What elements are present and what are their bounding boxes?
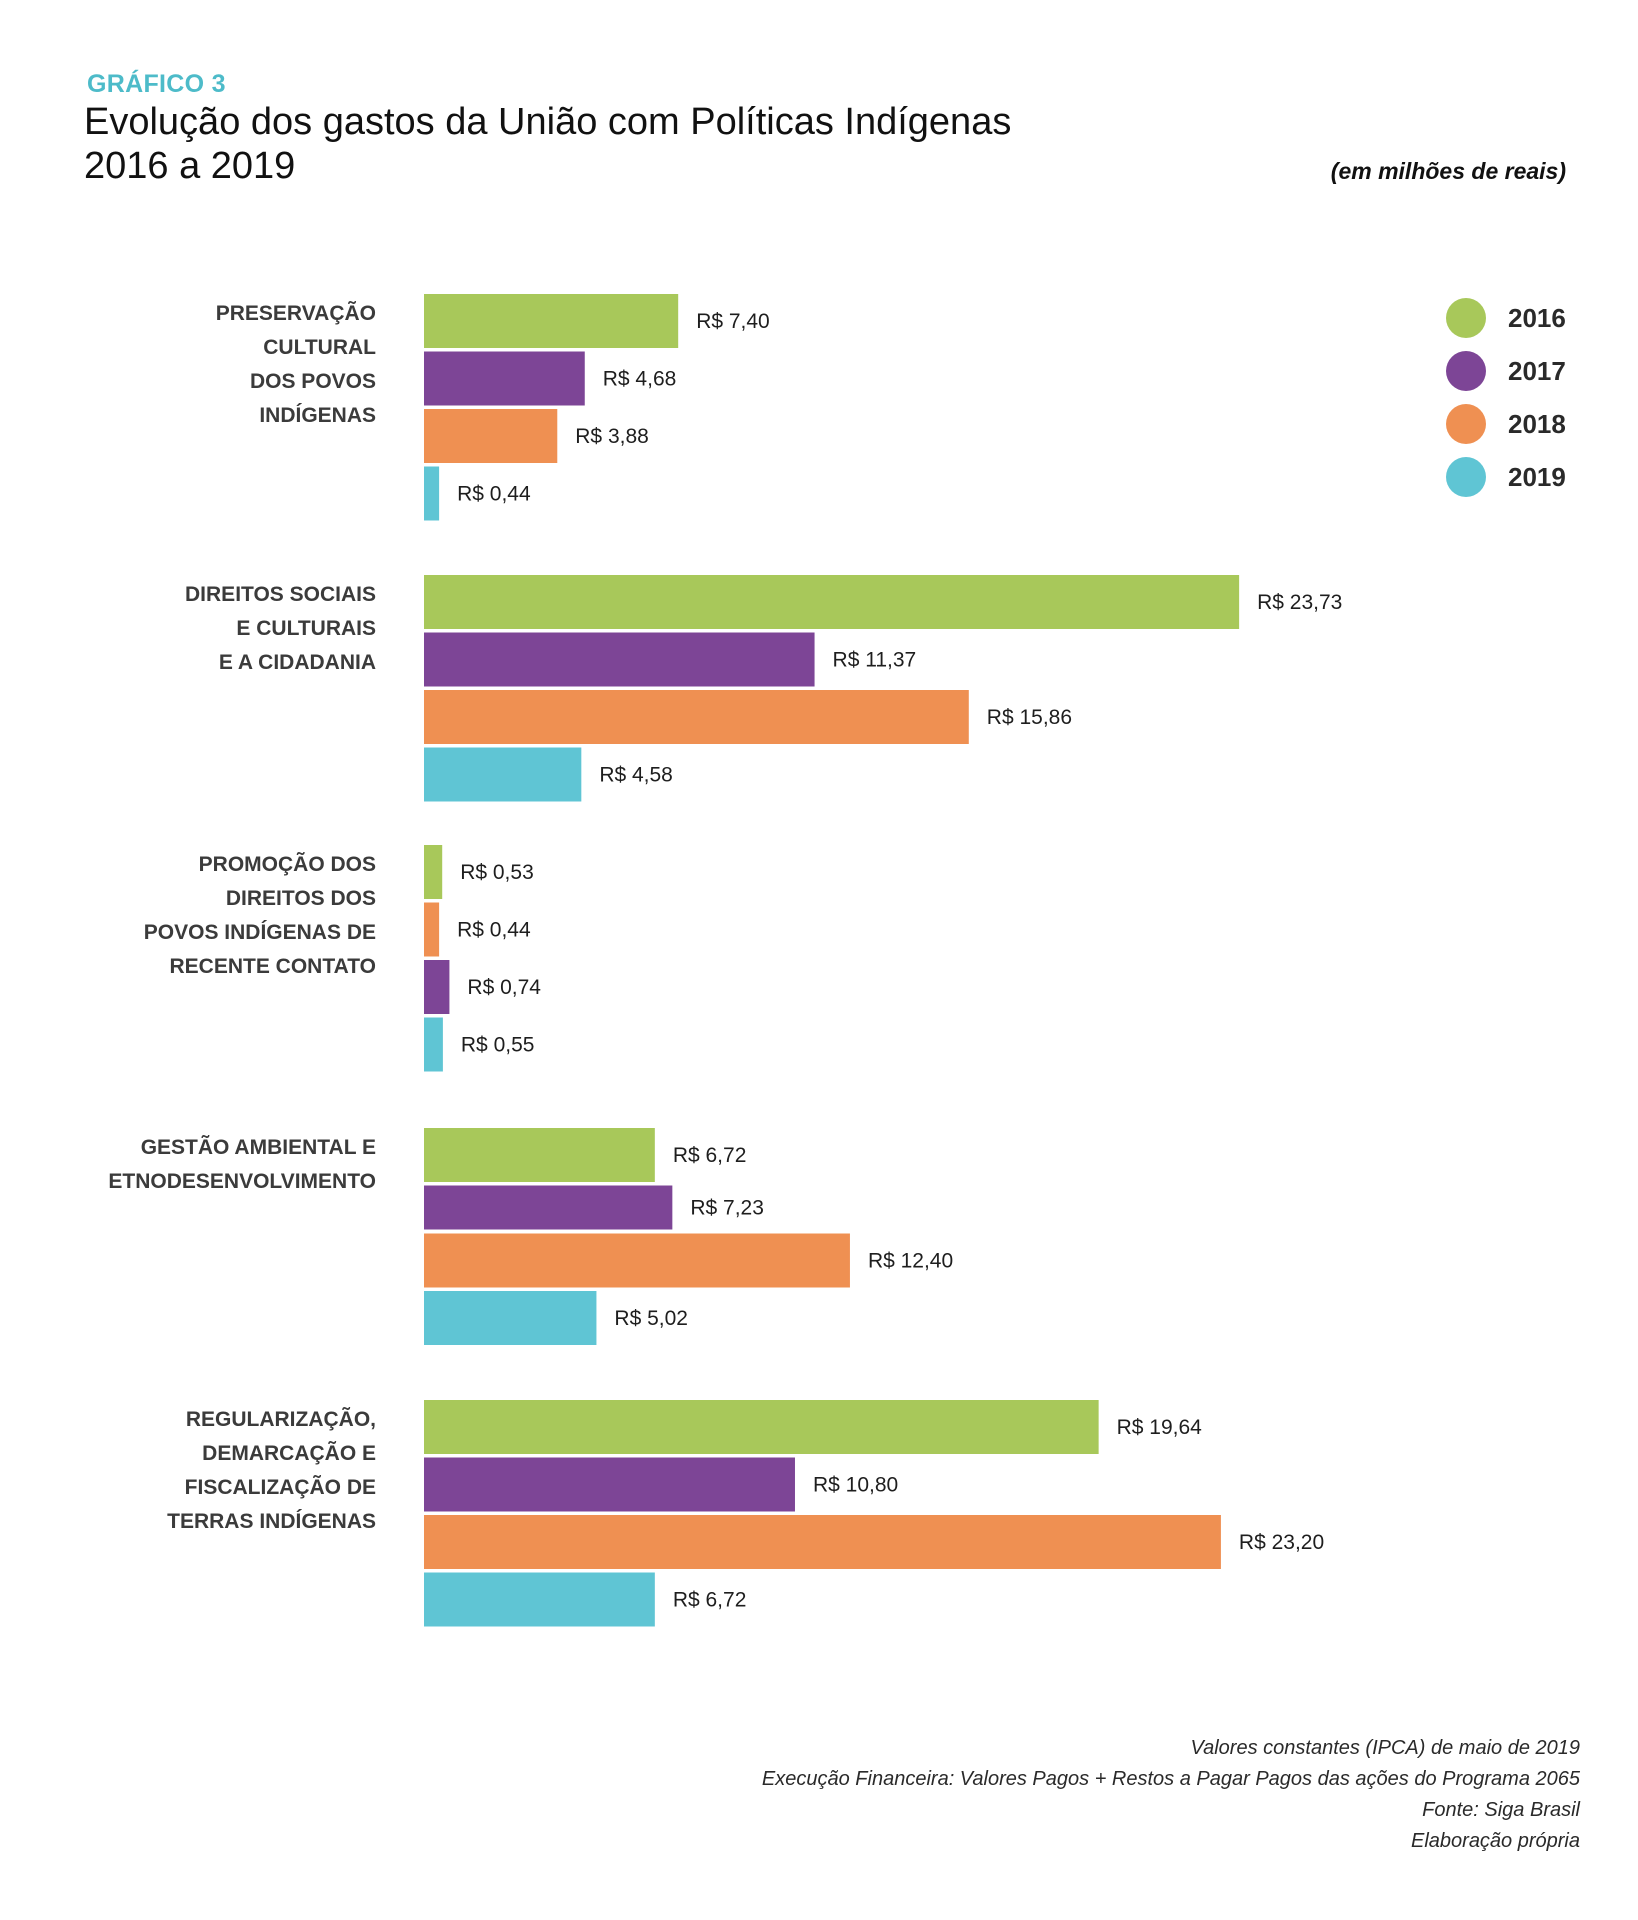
chart-title-line-2: 2016 a 2019: [84, 145, 296, 187]
bar-2019: [424, 466, 440, 521]
category-label: REGULARIZAÇÃO, DEMARCAÇÃO E FISCALIZAÇÃO D…: [167, 1408, 376, 1533]
category-group: PROMOÇÃO DOS DIREITOS DOS POVOS INDÍGENAS …: [144, 845, 541, 1072]
legend-label: 2016: [1508, 303, 1566, 333]
category-group: GESTÃO AMBIENTAL E ETNODESENVOLVIMENTO R$ …: [108, 1128, 953, 1345]
bar-2017: [424, 351, 585, 406]
legend-label: 2019: [1508, 462, 1566, 492]
bar-2018: [424, 1233, 850, 1288]
bar-2018: [424, 690, 969, 744]
bar-2017: [424, 632, 815, 687]
footnote-source: Fonte: Siga Brasil: [1422, 1799, 1580, 1821]
category-label-line: DEMARCAÇÃO E: [202, 1442, 376, 1465]
category-label-line: PRESERVAÇÃO: [216, 302, 376, 325]
category-label-line: DIREITOS SOCIAIS: [185, 583, 376, 606]
chart-title: Evolução dos gastos da União com Polític…: [84, 100, 1011, 188]
legend-item-2016: 2016: [1446, 298, 1566, 338]
value-label: R$ 4,58: [599, 764, 673, 787]
chart-title-line-1: Evolução dos gastos da União com Polític…: [84, 101, 1012, 143]
bar-2018: [424, 409, 558, 463]
value-label: R$ 11,37: [833, 649, 917, 672]
category-label: PRESERVAÇÃO CULTURAL DOS POVOS INDÍGENAS: [216, 302, 376, 427]
value-label: R$ 5,02: [614, 1307, 688, 1330]
category-group: REGULARIZAÇÃO, DEMARCAÇÃO E FISCALIZAÇÃO D…: [167, 1400, 1324, 1627]
category-label-line: DOS POVOS: [250, 370, 376, 393]
value-label: R$ 0,53: [460, 861, 534, 884]
legend-label: 2018: [1508, 409, 1566, 439]
bar-2018: [424, 902, 440, 957]
chart-footnotes: Valores constantes (IPCA) de maio de 201…: [762, 1733, 1580, 1857]
value-label: R$ 23,73: [1257, 591, 1342, 614]
bar-2016: [424, 845, 443, 899]
value-label: R$ 0,74: [467, 976, 541, 999]
value-label: R$ 12,40: [868, 1250, 953, 1273]
value-label: R$ 19,64: [1117, 1416, 1203, 1439]
legend-item-2017: 2017: [1446, 351, 1566, 391]
category-label: DIREITOS SOCIAIS E CULTURAIS E A CIDADANIA: [185, 583, 376, 674]
legend-swatch-2016: [1446, 298, 1486, 338]
value-label: R$ 10,80: [813, 1474, 898, 1497]
bar-2017: [424, 960, 450, 1014]
unit-note: (em milhões de reais): [1330, 158, 1566, 184]
category-label: GESTÃO AMBIENTAL E ETNODESENVOLVIMENTO: [108, 1136, 376, 1193]
legend-swatch-2019: [1446, 457, 1486, 497]
category-label-line: POVOS INDÍGENAS DE: [144, 921, 376, 944]
bar-2019: [424, 1572, 655, 1627]
category-group: DIREITOS SOCIAIS E CULTURAIS E A CIDADANIA…: [185, 575, 1342, 802]
value-label: R$ 6,72: [673, 1589, 747, 1612]
bar-2016: [424, 294, 679, 348]
category-label-line: E CULTURAIS: [236, 617, 376, 640]
category-label: PROMOÇÃO DOS DIREITOS DOS POVOS INDÍGENAS …: [144, 853, 376, 978]
legend: 2016 2017 2018 2019: [1446, 298, 1566, 497]
value-label: R$ 7,40: [696, 310, 770, 333]
value-label: R$ 6,72: [673, 1144, 747, 1167]
category-label-line: FISCALIZAÇÃO DE: [185, 1476, 376, 1499]
category-label-line: RECENTE CONTATO: [169, 955, 376, 978]
value-label: R$ 0,55: [461, 1034, 535, 1057]
legend-item-2019: 2019: [1446, 457, 1566, 497]
category-label-line: GESTÃO AMBIENTAL E: [141, 1136, 376, 1159]
value-label: R$ 7,23: [690, 1197, 764, 1220]
footnote-financial-execution: Execução Financeira: Valores Pagos + Res…: [761, 1768, 1580, 1790]
chart-groups: PRESERVAÇÃO CULTURAL DOS POVOS INDÍGENAS R$ …: [108, 294, 1342, 1627]
footnote-authorship: Elaboração própria: [1411, 1830, 1580, 1852]
legend-swatch-2018: [1446, 404, 1486, 444]
chart-number: GRÁFICO 3: [87, 70, 226, 98]
category-label-line: DIREITOS DOS: [226, 887, 376, 910]
bar-2016: [424, 1400, 1099, 1454]
bar-2018: [424, 1515, 1221, 1569]
legend-label: 2017: [1508, 356, 1566, 386]
value-label: R$ 0,44: [457, 483, 531, 506]
bar-2019: [424, 747, 582, 802]
value-label: R$ 0,44: [457, 919, 531, 942]
category-label-line: TERRAS INDÍGENAS: [167, 1510, 376, 1533]
value-label: R$ 15,86: [987, 706, 1072, 729]
legend-swatch-2017: [1446, 351, 1486, 391]
category-label-line: INDÍGENAS: [259, 404, 376, 427]
value-label: R$ 3,88: [575, 425, 649, 448]
footnote-constant-values: Valores constantes (IPCA) de maio de 201…: [1190, 1737, 1580, 1759]
category-label-line: ETNODESENVOLVIMENTO: [108, 1170, 376, 1193]
legend-item-2018: 2018: [1446, 404, 1566, 444]
category-label-line: CULTURAL: [263, 336, 376, 359]
bar-2017: [424, 1457, 795, 1512]
bar-2016: [424, 1128, 655, 1182]
category-label-line: REGULARIZAÇÃO,: [186, 1408, 376, 1431]
bar-2019: [424, 1017, 443, 1072]
category-label-line: PROMOÇÃO DOS: [199, 853, 376, 876]
bar-2016: [424, 575, 1240, 629]
value-label: R$ 4,68: [603, 368, 677, 391]
category-group: PRESERVAÇÃO CULTURAL DOS POVOS INDÍGENAS R$ …: [216, 294, 770, 521]
category-label-line: E A CIDADANIA: [219, 651, 376, 674]
bar-2017: [424, 1185, 673, 1230]
value-label: R$ 23,20: [1239, 1531, 1324, 1554]
bar-2019: [424, 1291, 597, 1345]
